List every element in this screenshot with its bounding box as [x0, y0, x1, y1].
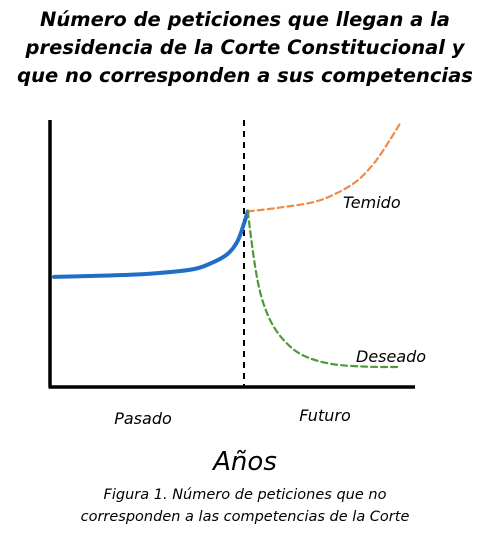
series-layer	[52, 122, 402, 369]
chart-title: Número de peticiones que llegan a la pre…	[0, 6, 490, 90]
figure-caption-line-1: Figura 1. Número de peticiones que no	[103, 487, 387, 503]
series-label-temido: Temido	[343, 193, 401, 212]
chart-title-line-2: presidencia de la Corte Constitucional y	[25, 36, 465, 59]
chart-title-line-1: Número de peticiones que llegan a la	[40, 8, 450, 31]
chart-title-line-3: que no corresponden a sus competencias	[17, 64, 473, 87]
figure-caption: Figura 1. Número de peticiones que no co…	[0, 484, 490, 528]
x-tick-label-pasado: Pasado	[114, 409, 172, 428]
series-label-deseado: Deseado	[356, 347, 426, 366]
x-axis-label: Años	[211, 447, 277, 477]
curve-temido	[246, 122, 402, 213]
x-tick-label-futuro: Futuro	[299, 406, 351, 425]
curve-deseado	[246, 210, 402, 369]
curve-pasado	[52, 209, 250, 279]
figure-caption-line-2: corresponden a las competencias de la Co…	[80, 509, 410, 525]
